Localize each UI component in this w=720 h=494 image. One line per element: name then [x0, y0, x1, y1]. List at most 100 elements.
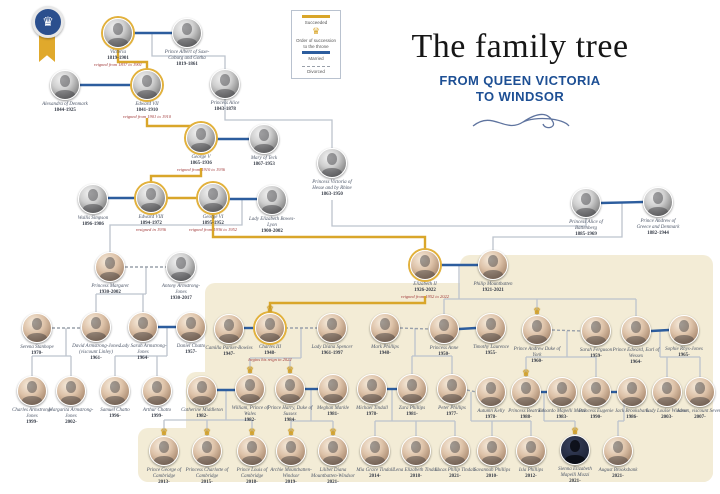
connector-married: [650, 328, 670, 333]
connector-descent: [331, 190, 587, 227]
person-label: Edward VIII 1894-1972 resigned in 1936: [135, 215, 167, 232]
person-label: Serena Stanhope 1970-: [20, 345, 54, 356]
subtitle-line-1: FROM QUEEN VICTORIA: [439, 73, 601, 88]
person-label: Arthur Chatto 1999-: [142, 408, 172, 419]
portrait: [56, 376, 86, 406]
person-prince-harry: ♛ Prince Harry, Duke of Sussex 1984-: [266, 366, 314, 423]
person-arthur-chatto: Arthur Chatto 1999-: [133, 376, 181, 420]
poster-header: The family tree FROM QUEEN VICTORIA TO W…: [385, 30, 655, 141]
person-edward-vii: Edward VII 1841-1910 reigned from 1901 to …: [123, 70, 171, 119]
person-label: August Brooksbank 2021-: [598, 468, 638, 479]
person-label: Prince Albert of Saxe-Coburg and Gotha 18…: [164, 50, 210, 67]
portrait: [210, 69, 240, 99]
person-label: Peter Phillips 1977-: [438, 406, 466, 417]
person-label: Princess Anne 1950-: [429, 346, 459, 357]
person-label: Prince Louis of Cambridge 2018-: [236, 468, 268, 485]
person-savannah-phillips: Savannah Phillips 2010-: [468, 436, 516, 480]
person-george-vi: George VI 1895-1952 reigned from 1936 to 1…: [189, 183, 237, 232]
legend-box: Succeeded ♛ Order of succession to the t…: [291, 10, 341, 79]
person-label: Princess Alice 1843-1878: [210, 101, 240, 112]
portrait: [360, 436, 390, 466]
portrait: [669, 315, 699, 345]
person-label: Camilla Parker-Bowles 1947-: [205, 346, 253, 357]
crown-icon: ♛: [328, 427, 338, 437]
portrait: [186, 123, 216, 153]
person-alexandra-of-denmark: Alexandra of Denmark 1844-1925: [41, 70, 89, 114]
legend-order-label: Order of succession to the throne: [295, 38, 337, 49]
portrait: [132, 70, 162, 100]
portrait: [317, 313, 347, 343]
person-label: Charles III 1948- begins his reign in 2022: [248, 345, 292, 362]
portrait: [516, 436, 546, 466]
portrait: [603, 436, 633, 466]
portrait: [78, 184, 108, 214]
person-lady-diana-spencer: Lady Diana Spencer 1961-1997: [308, 313, 356, 357]
person-label: George V 1865-1936 reigned from 1910 to 19…: [177, 155, 225, 172]
legend-married-label: Married: [308, 56, 324, 62]
person-august-brooksbank: August Brooksbank 2021-: [594, 436, 642, 480]
person-sarah-ferguson: Sarah Ferguson 1959-: [572, 316, 620, 360]
portrait: [522, 315, 552, 345]
portrait: [410, 250, 440, 280]
crown-icon: ♛: [521, 368, 531, 378]
person-label: Lilibet Diana Mountbatten-Windsor 2021-: [311, 468, 355, 485]
person-sienna-mapelli-mozzi: ♛ Sienna Elizabeth Mapelli Mozzi 2021-: [551, 427, 599, 484]
person-sarah-armstrong-jones: Lady Sarah Armstrong-Jones 1964-: [119, 312, 167, 361]
person-isla-phillips: Isla Phillips 2012-: [507, 436, 555, 480]
person-label: Princess Eugenie 1990-: [578, 409, 614, 420]
person-label: Timothy Laurence 1955-: [472, 345, 510, 356]
portrait: [192, 436, 222, 466]
divorced-line-swatch: [302, 65, 330, 67]
portrait: [581, 377, 611, 407]
person-princess-eugenie: Princess Eugenie 1990-: [572, 377, 620, 421]
person-label: Victoria 1819-1901 reigned from 1837 to 19…: [94, 50, 142, 67]
person-alice-of-battenberg: Princess Alice of Battenberg 1885-1969: [562, 188, 610, 237]
crown-icon: ♛: [247, 427, 257, 437]
portrait: [103, 18, 133, 48]
person-lilibet-mountbatten-windsor: ♛ Lilibet Diana Mountbatten-Windsor 2021-: [309, 428, 357, 485]
person-mary-of-teck: Mary of Teck 1867-1953: [240, 124, 288, 168]
person-label: Elizabeth II 1926-2022 reigned from 1952 t…: [401, 282, 449, 299]
person-samuel-chatto: Samuel Chatto 1996-: [91, 376, 139, 420]
person-label: Sarah Ferguson 1959-: [579, 348, 613, 359]
person-label: Mark Phillips 1948-: [371, 345, 399, 356]
crown-icon: ♛: [159, 427, 169, 437]
connector-married: [600, 200, 644, 205]
person-edward-viii: Edward VIII 1894-1972 resigned in 1936: [127, 183, 175, 232]
connector-descent: [109, 199, 243, 253]
person-label: Prince Andrew of Greece and Denmark 1882-…: [636, 219, 680, 236]
portrait: [198, 183, 228, 213]
portrait: [621, 316, 651, 346]
portrait: [176, 312, 206, 342]
person-victoria: Victoria 1819-1901 reigned from 1837 to 19…: [94, 18, 142, 67]
person-label: Princess Beatrice 1988-: [508, 409, 544, 420]
person-daniel-chatto: Daniel Chatto 1957-: [167, 312, 215, 356]
legend-divorced-label: Divorced: [307, 68, 325, 74]
person-edoardo-mapelli-mozzi: Edoardo Mapelli Mozzi 1983-: [538, 377, 586, 421]
person-label: Michael Tindall 1978-: [356, 406, 388, 417]
crown-icon: ♛: [311, 26, 321, 37]
person-label: Lady Diana Spencer 1961-1997: [311, 345, 353, 356]
person-label: Lady Sarah Armstrong-Jones 1964-: [119, 344, 167, 361]
person-label: Sophie Rhys-Jones 1965-: [665, 347, 703, 358]
person-label: Meghan Markle 1981-: [316, 406, 350, 417]
person-label: Princess Charlotte of Cambridge 2015-: [185, 468, 229, 485]
person-label: Princess Alice of Battenberg 1885-1969: [569, 220, 603, 237]
person-label: Isla Phillips 2012-: [518, 468, 544, 479]
person-archie-mountbatten-windsor: ♛ Archie Mountbatten-Windsor 2019-: [267, 428, 315, 485]
portrait: [172, 18, 202, 48]
person-label: Sienna Elizabeth Mapelli Mozzi 2021-: [558, 467, 592, 484]
person-label: Mia Grace Tindall 2014-: [356, 468, 394, 479]
person-mia-tindall: Mia Grace Tindall 2014-: [351, 436, 399, 480]
person-princess-margaret: Princess Margaret 1930-2002: [86, 252, 134, 296]
person-label: Lady Louise Windsor 2003-: [645, 409, 689, 420]
page-title: The family tree: [411, 28, 629, 65]
person-margarita-armstrong-jones: Margarita Armstrong-Jones 2002-: [47, 376, 95, 425]
crown-icon: ♛: [265, 304, 275, 314]
person-charles-armstrong-jones: Charles Armstrong-Jones 1999-: [8, 376, 56, 425]
person-label: Edward VII 1841-1910 reigned from 1901 to …: [123, 102, 171, 119]
person-antony-armstrong-jones: Antony Armstrong-Jones 1930-2017: [157, 252, 205, 301]
crown-icon: ♛: [532, 306, 542, 316]
portrait: [440, 436, 470, 466]
person-elizabeth-bowes-lyon: Lady Elizabeth Bowes-Lyon 1900-2002: [248, 185, 296, 234]
